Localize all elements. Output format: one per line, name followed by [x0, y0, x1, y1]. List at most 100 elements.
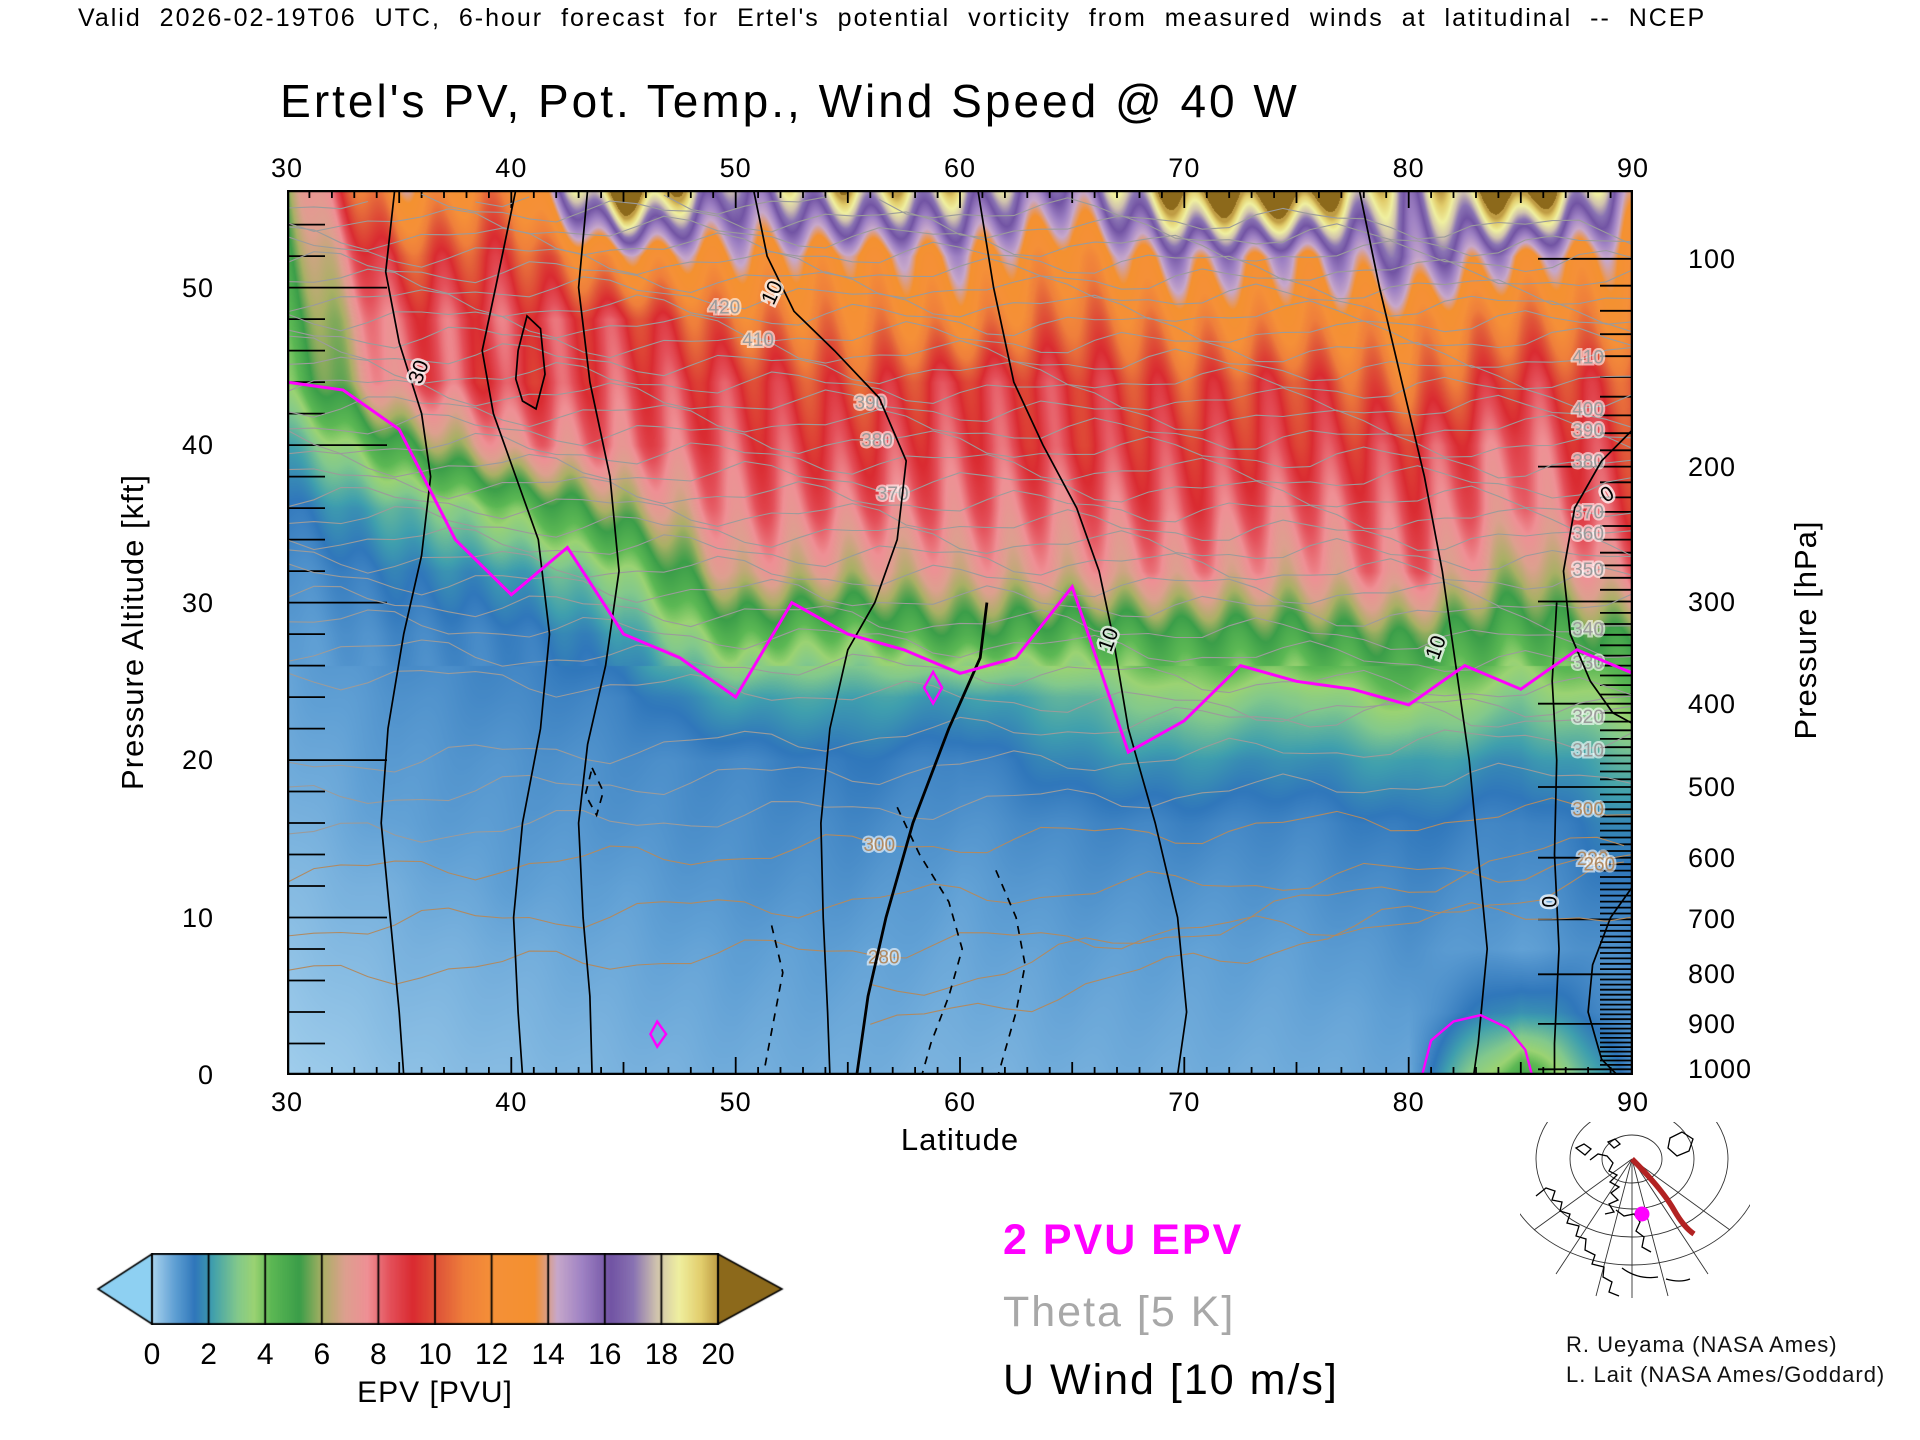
x-tick-label-top: 30 [270, 153, 304, 183]
theta-contour [475, 194, 1633, 246]
y-left-tick-label: 50 [181, 272, 214, 303]
theta-contour [287, 549, 1633, 609]
theta-contour [287, 902, 1633, 985]
theta-contour [287, 562, 1633, 633]
theta-contour [287, 268, 1633, 333]
uwind-contour [896, 806, 964, 1075]
theta-contour-label: 290 [1577, 849, 1609, 870]
theta-contour-label: 320 [1572, 707, 1604, 728]
x-tick-label-top: 80 [1392, 153, 1425, 183]
theta-contour [287, 413, 1633, 479]
credit-line-2: L. Lait (NASA Ames/Goddard) [1566, 1362, 1886, 1387]
x-tick-label-top: 40 [495, 153, 528, 183]
legend-2pvu-epv: 2 PVU EPV [1003, 1216, 1244, 1264]
colorbar-tick-label: 6 [313, 1338, 331, 1371]
epv-field-canvas [287, 190, 1633, 1075]
theta-contour-label: 380 [861, 431, 893, 452]
legend-uwind: U Wind [10 m/s] [1003, 1356, 1339, 1404]
x-axis-title: Latitude [900, 1122, 1020, 1157]
theta-contour-label: 360 [1572, 524, 1604, 545]
colorbar-tick-label: 10 [418, 1338, 452, 1371]
theta-contour [287, 526, 1633, 590]
uwind-contour [1562, 428, 1633, 725]
theta-contour [287, 468, 1633, 534]
tropopause-2pvu-closed [922, 669, 944, 706]
y-right-axis-title: Pressure [hPa] [1788, 520, 1823, 740]
uwind-contour [577, 190, 620, 1075]
main-plot: 420 410 410 400 390 380 370 360 350 340 330 320 310 3… [287, 190, 1633, 1075]
uwind-contour [584, 767, 605, 818]
colorbar-tick-label: 8 [370, 1338, 387, 1371]
y-right-tick-label: 500 [1688, 771, 1737, 802]
x-tick-label-bottom: 90 [1616, 1087, 1650, 1117]
theta-contour [287, 429, 1633, 499]
theta-contour-label: 260 [1583, 855, 1615, 876]
theta-contour-label: 300 [1572, 800, 1604, 821]
uwind-contour [855, 602, 989, 1075]
theta-contour [287, 506, 1633, 572]
theta-contour-label: 410 [1572, 347, 1604, 368]
y-right-tick-label: 600 [1688, 842, 1737, 873]
x-tick-label-bottom: 40 [495, 1087, 528, 1117]
theta-contour [287, 396, 1633, 458]
colorbar-tick-label: 2 [200, 1338, 217, 1371]
y-right-tick-label: 300 [1688, 586, 1737, 617]
y-right-tick-label: 400 [1688, 688, 1737, 719]
theta-contour [287, 609, 1633, 672]
uwind-contour [1587, 885, 1633, 1075]
theta-contour [287, 729, 1633, 804]
theta-contour [287, 208, 1633, 273]
theta-contour [287, 585, 1633, 659]
uwind-contour [1551, 602, 1560, 1075]
y-right-tick-label: 700 [1688, 904, 1737, 935]
theta-contour-label: 340 [1572, 620, 1604, 641]
y-left-tick-label: 10 [181, 902, 214, 933]
theta-contour-label: 310 [1572, 740, 1604, 761]
x-tick-label-top: 60 [943, 153, 977, 183]
inset-track [1630, 1157, 1696, 1237]
theta-contour [287, 853, 1633, 937]
credit-line-1: R. Ueyama (NASA Ames) [1566, 1332, 1838, 1357]
uwind-contour-label: 0 [1539, 896, 1562, 908]
y-left-tick-label: 20 [181, 745, 214, 776]
theta-contour-label: 420 [709, 298, 741, 319]
uwind-contour-label: 10 [757, 277, 788, 308]
y-left-axis-title: Pressure Altitude [kft] [115, 474, 150, 790]
uwind-contour [977, 190, 1188, 1075]
x-tick-label-bottom: 30 [270, 1087, 304, 1117]
x-tick-label-bottom: 70 [1168, 1087, 1201, 1117]
theta-contour [287, 235, 1633, 306]
x-tick-label-top: 90 [1616, 153, 1650, 183]
uwind-contour-label: 10 [1094, 625, 1124, 655]
y-right-tick-label: 100 [1688, 243, 1737, 274]
tropopause-2pvu-closed [1420, 1013, 1534, 1075]
theta-contour-label: 380 [1572, 452, 1604, 473]
tropopause-2pvu-closed [649, 1019, 668, 1049]
colorbar-tick-label: 0 [143, 1338, 161, 1371]
uwind-contour [514, 314, 546, 411]
theta-contour [287, 486, 1633, 557]
uwind-contour [481, 190, 551, 1075]
colorbar-tick-label: 18 [644, 1338, 679, 1371]
valid-line: Valid 2026-02-19T06 UTC, 6-hour forecast… [78, 4, 1707, 32]
theta-contour [287, 450, 1633, 517]
uwind-contour [763, 925, 784, 1068]
inset-map [1520, 1122, 1750, 1298]
theta-contour-label: 370 [877, 484, 909, 505]
y-left-tick-label: 40 [181, 430, 214, 461]
colorbar-tick-label: 12 [474, 1338, 509, 1371]
theta-contour [287, 335, 1633, 410]
theta-contour [287, 762, 1633, 843]
uwind-contour-label: 10 [1421, 633, 1451, 663]
uwind-contour [1358, 190, 1489, 1075]
uwind-contour [752, 190, 908, 1075]
contour-overlay: 4204104104003903803703603503403303203103… [287, 190, 1633, 1075]
theta-contour-label: 280 [868, 948, 900, 969]
colorbar-tick-label: 4 [256, 1338, 274, 1371]
theta-contour [870, 836, 1625, 996]
x-tick-label-top: 70 [1168, 153, 1201, 183]
uwind-contour [995, 869, 1026, 1075]
theta-contour [287, 379, 1633, 439]
theta-contour [287, 797, 1633, 883]
